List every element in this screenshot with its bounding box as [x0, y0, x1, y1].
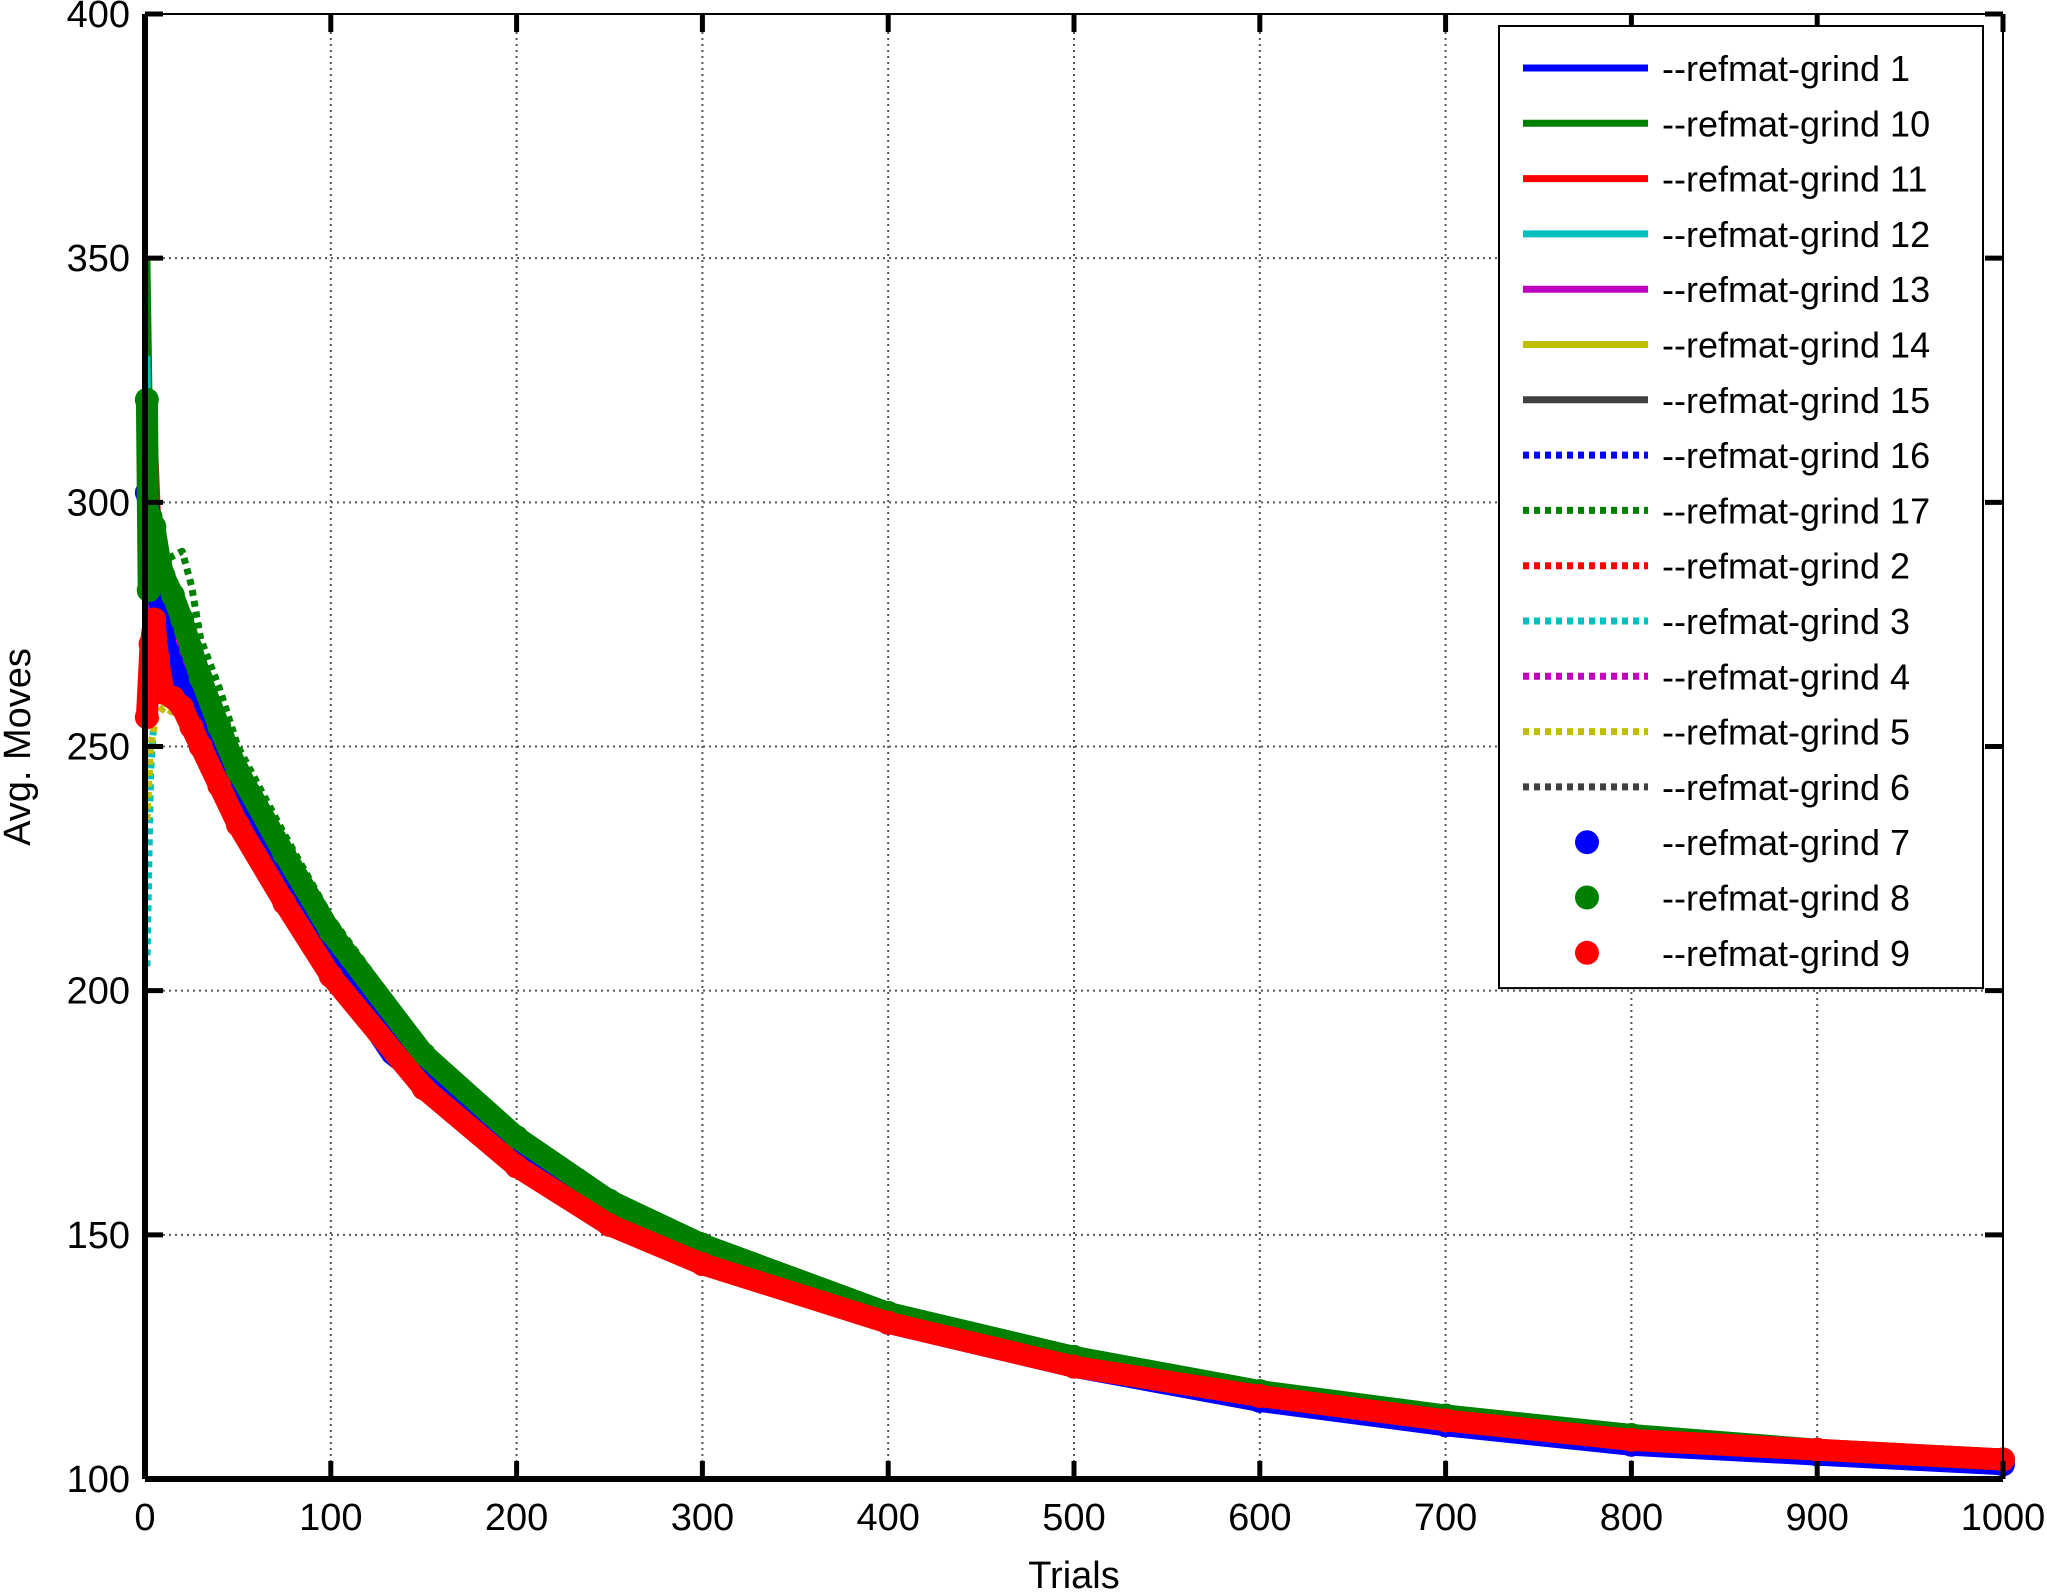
series-marker: [504, 1154, 529, 1179]
series-marker: [1805, 1437, 1830, 1462]
series-marker: [188, 666, 213, 691]
legend-swatch: [1575, 885, 1599, 910]
series-marker: [318, 920, 343, 945]
series-marker: [142, 607, 167, 632]
legend-label: --refmat-grind 10: [1662, 103, 1930, 144]
series-marker: [225, 758, 250, 783]
y-tick-label: 300: [67, 482, 130, 524]
legend: --refmat-grind 1 --refmat-grind 10 --refma…: [1498, 25, 1984, 990]
legend-label: --refmat-grind 7: [1662, 822, 1910, 863]
legend-label: --refmat-grind 9: [1662, 933, 1910, 974]
axes: [142, 11, 2006, 1482]
legend-label: --refmat-grind 15: [1662, 380, 1930, 421]
y-tick-label: 250: [67, 727, 130, 769]
series-marker: [207, 773, 232, 798]
legend-label: --refmat-grind 12: [1662, 214, 1930, 255]
series-marker: [1433, 1408, 1458, 1433]
series-marker: [188, 734, 213, 759]
tick-labels: 0 100 200 300 400 500 600 700 800 900 100010015020…: [67, 0, 2046, 1539]
series-marker: [179, 636, 204, 661]
legend-label: --refmat-grind 3: [1662, 601, 1910, 642]
series-marker: [160, 583, 185, 608]
x-tick-label: 800: [1600, 1497, 1663, 1539]
y-tick-label: 400: [67, 0, 130, 36]
series-marker: [1062, 1354, 1086, 1379]
series-marker: [272, 890, 297, 915]
x-tick-label: 0: [134, 1497, 155, 1539]
legend-label: --refmat-grind 8: [1662, 878, 1910, 919]
legend-label: --refmat-grind 1: [1662, 48, 1910, 89]
legend-swatch: [1575, 940, 1599, 965]
series-marker: [411, 1076, 436, 1101]
plot-series: [134, 258, 2015, 1477]
series-marker: [170, 695, 195, 720]
x-tick-label: 700: [1414, 1497, 1477, 1539]
series-marker: [1619, 1427, 1644, 1452]
y-tick-label: 100: [67, 1459, 130, 1501]
legend-label: --refmat-grind 13: [1662, 269, 1930, 310]
series-marker: [170, 607, 195, 632]
series-marker: [597, 1188, 622, 1213]
x-tick-label: 400: [856, 1497, 919, 1539]
series-marker: [318, 964, 343, 989]
x-tick-label: 500: [1042, 1497, 1105, 1539]
series-marker: [1247, 1383, 1272, 1408]
series-marker: [272, 841, 297, 866]
series-marker: [597, 1213, 622, 1238]
x-tick-label: 600: [1228, 1497, 1291, 1539]
series-marker: [876, 1310, 901, 1335]
series-marker: [411, 1042, 436, 1067]
series-marker: [142, 514, 167, 539]
x-tick-label: 1000: [1961, 1497, 2046, 1539]
series-marker: [690, 1252, 715, 1277]
legend-label: --refmat-grind 17: [1662, 490, 1930, 531]
x-axis-label: Trials: [1028, 1555, 1119, 1592]
series-marker: [179, 714, 204, 739]
series-marker: [146, 646, 171, 671]
legend-label: --refmat-grind 14: [1662, 325, 1930, 366]
y-tick-label: 350: [67, 238, 130, 280]
series-marker: [151, 563, 176, 588]
x-tick-label: 900: [1785, 1497, 1848, 1539]
y-tick-label: 150: [67, 1215, 130, 1257]
x-tick-label: 100: [299, 1497, 362, 1539]
legend-label: --refmat-grind 16: [1662, 435, 1930, 476]
legend-label: --refmat-grind 4: [1662, 656, 1910, 697]
series-marker: [225, 812, 250, 837]
legend-swatch: [1575, 830, 1599, 855]
x-tick-label: 200: [485, 1497, 548, 1539]
x-tick-label: 300: [671, 1497, 734, 1539]
y-tick-label: 200: [67, 971, 130, 1013]
legend-label: --refmat-grind 5: [1662, 712, 1910, 753]
legend-label: --refmat-grind 11: [1662, 159, 1927, 200]
series-marker: [504, 1125, 529, 1150]
legend-label: --refmat-grind 6: [1662, 767, 1910, 808]
y-axis-label: Avg. Moves: [0, 648, 39, 846]
series-marker: [207, 714, 232, 739]
legend-label: --refmat-grind 2: [1662, 546, 1910, 587]
